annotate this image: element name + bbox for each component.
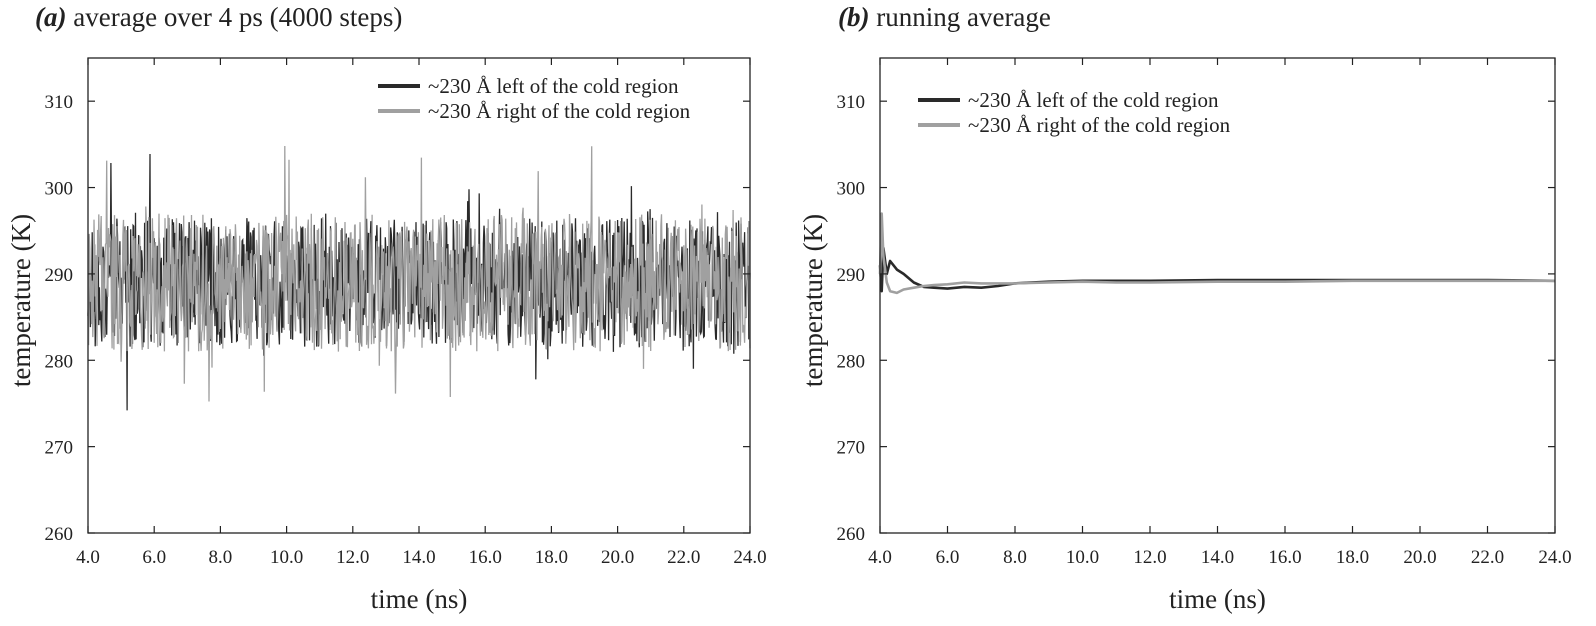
panel-a-y-tick-label: 260 bbox=[45, 524, 74, 545]
panel-b-x-tick-label: 4.0 bbox=[868, 547, 892, 568]
panel-a-x-tick-label: 24.0 bbox=[733, 547, 766, 568]
panel-b-x-tick-label: 8.0 bbox=[1003, 547, 1027, 568]
panel-b-series-right bbox=[878, 212, 1555, 295]
panel-a-series-right bbox=[87, 145, 751, 402]
panel-a-tag: (a) bbox=[35, 2, 67, 32]
panel-a-x-tick-label: 20.0 bbox=[601, 547, 634, 568]
panel-a-x-tick-label: 14.0 bbox=[402, 547, 435, 568]
panel-b-title-text: running average bbox=[876, 2, 1051, 32]
panel-b-y-tick-label: 260 bbox=[837, 524, 866, 545]
panel-a-x-tick-label: 6.0 bbox=[142, 547, 166, 568]
panel-a-legend-label-left: ~230 Å left of the cold region bbox=[428, 74, 679, 98]
panel-b-x-tick-label: 16.0 bbox=[1268, 547, 1301, 568]
panel-b-title: (b) running average bbox=[838, 2, 1051, 33]
panel-a-y-tick-label: 310 bbox=[45, 92, 74, 113]
panel-a-y-tick-label: 270 bbox=[45, 438, 74, 459]
panel-b-legend-label-left: ~230 Å left of the cold region bbox=[968, 88, 1219, 112]
panel-a-x-tick-label: 4.0 bbox=[76, 547, 100, 568]
panel-b-x-tick-label: 12.0 bbox=[1133, 547, 1166, 568]
panel-b-x-tick-label: 6.0 bbox=[936, 547, 960, 568]
panel-a-x-tick-label: 8.0 bbox=[209, 547, 233, 568]
panel-a-y-tick-label: 280 bbox=[45, 351, 74, 372]
panel-b-x-tick-label: 18.0 bbox=[1336, 547, 1369, 568]
panel-b-y-tick-label: 310 bbox=[837, 92, 866, 113]
panel-b-y-tick-label: 280 bbox=[837, 351, 866, 372]
panel-a-y-tick-label: 300 bbox=[45, 179, 74, 200]
panel-a-x-tick-label: 16.0 bbox=[469, 547, 502, 568]
panel-a-y-tick-label: 290 bbox=[45, 265, 74, 286]
panel-a-x-tick-label: 10.0 bbox=[270, 547, 303, 568]
panel-a-y-axis-label: temperature (K) bbox=[6, 214, 36, 387]
panel-b-y-tick-label: 270 bbox=[837, 438, 866, 459]
panel-b-y-tick-label: 300 bbox=[837, 179, 866, 200]
panel-b-y-axis-label: temperature (K) bbox=[798, 214, 828, 387]
panel-a-x-tick-label: 12.0 bbox=[336, 547, 369, 568]
panel-b-y-tick-label: 290 bbox=[837, 265, 866, 286]
panel-b-x-tick-label: 24.0 bbox=[1538, 547, 1571, 568]
panel-b-x-tick-label: 10.0 bbox=[1066, 547, 1099, 568]
panel-a-title: (a) average over 4 ps (4000 steps) bbox=[35, 2, 402, 33]
panel-a-x-tick-label: 18.0 bbox=[535, 547, 568, 568]
panel-a-x-axis-label: time (ns) bbox=[371, 584, 468, 614]
panel-b-x-tick-label: 14.0 bbox=[1201, 547, 1234, 568]
panel-a-x-tick-label: 22.0 bbox=[667, 547, 700, 568]
panel-b-tag: (b) bbox=[838, 2, 870, 32]
panel-a-legend-label-right: ~230 Å right of the cold region bbox=[428, 99, 691, 123]
panel-b-x-tick-label: 20.0 bbox=[1403, 547, 1436, 568]
panel-b-legend-label-right: ~230 Å right of the cold region bbox=[968, 113, 1231, 137]
panel-b-x-tick-label: 22.0 bbox=[1471, 547, 1504, 568]
panel-a-title-text: average over 4 ps (4000 steps) bbox=[73, 2, 403, 32]
panel-b-x-axis-label: time (ns) bbox=[1169, 584, 1266, 614]
panel-b-series-left bbox=[878, 246, 1556, 293]
